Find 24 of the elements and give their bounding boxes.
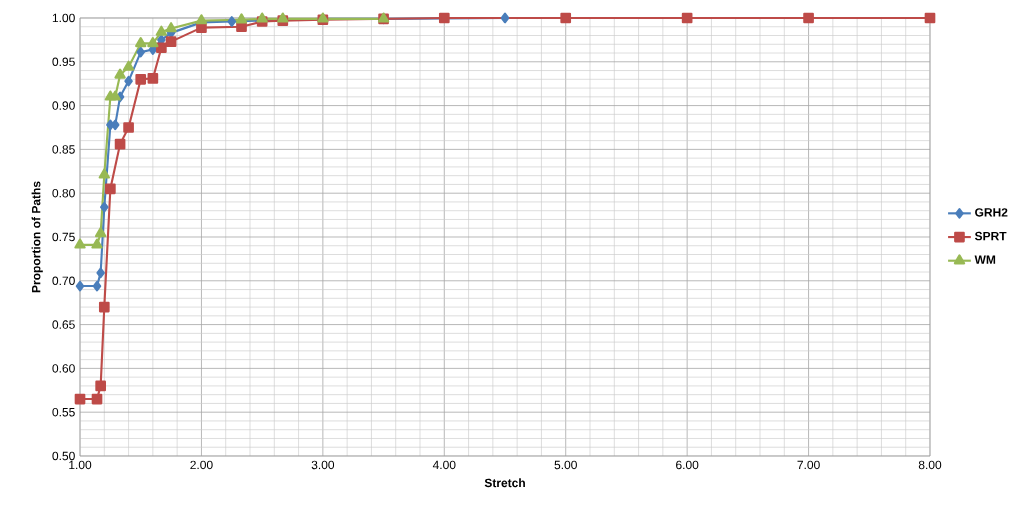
x-axis-title: Stretch xyxy=(484,478,525,488)
x-tick-label: 8.00 xyxy=(918,460,942,470)
x-tick-label: 3.00 xyxy=(311,460,335,470)
x-tick-label: 7.00 xyxy=(797,460,820,470)
y-tick-label: 0.75 xyxy=(52,232,75,242)
x-tick-label: 1.00 xyxy=(69,460,92,470)
y-tick-label: 0.70 xyxy=(52,276,75,286)
x-tick-label: 2.00 xyxy=(190,460,213,470)
x-tick-label: 5.00 xyxy=(554,460,577,470)
y-axis-title: Proportion of Paths xyxy=(31,181,43,293)
y-tick-label: 0.85 xyxy=(52,145,75,154)
legend-label: SPRT xyxy=(974,231,1007,241)
y-tick-label: 0.90 xyxy=(52,101,75,110)
y-tick-label: 0.50 xyxy=(52,451,75,461)
legend-label: GRH2 xyxy=(975,208,1008,217)
y-tick-label: 0.95 xyxy=(52,57,75,67)
y-tick-label: 0.65 xyxy=(52,320,75,329)
y-tick-label: 0.80 xyxy=(52,188,75,198)
x-tick-label: 4.00 xyxy=(432,460,456,470)
legend-label: WM xyxy=(974,255,996,264)
y-tick-label: 0.55 xyxy=(52,407,75,417)
y-tick-label: 0.60 xyxy=(52,364,75,373)
y-tick-label: 1.00 xyxy=(52,13,75,23)
x-tick-label: 6.00 xyxy=(676,460,699,470)
